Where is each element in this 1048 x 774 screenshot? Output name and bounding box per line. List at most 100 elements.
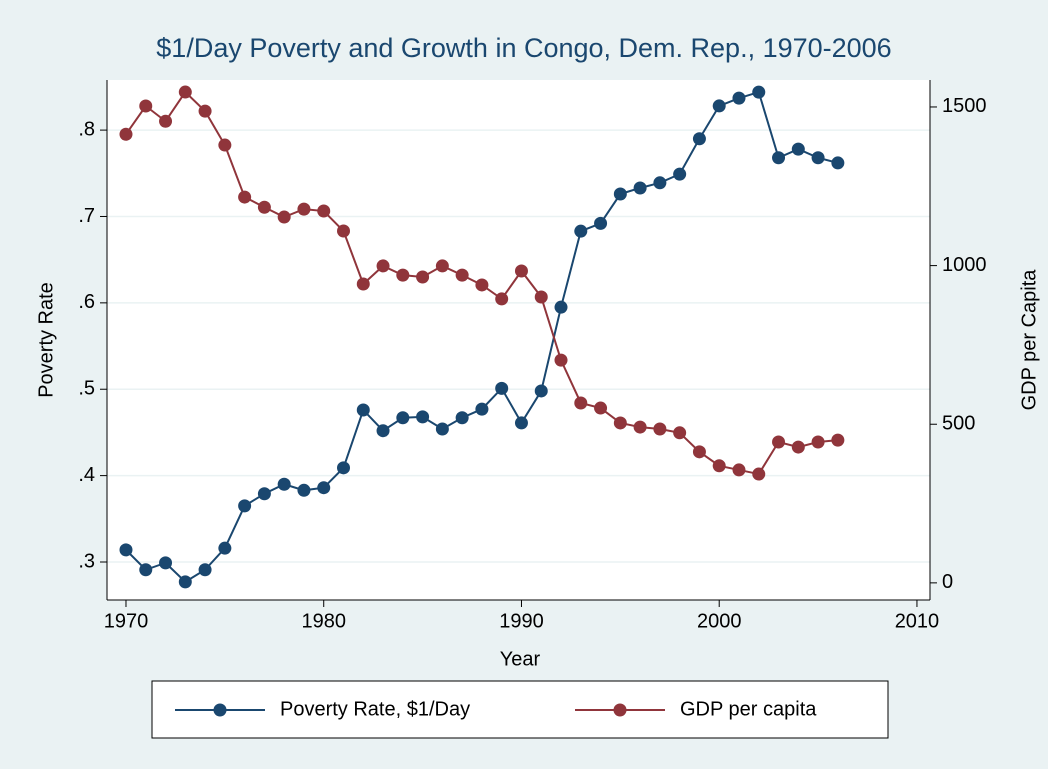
data-point: [791, 142, 805, 156]
data-point: [218, 138, 232, 152]
y-tick-label: .3: [78, 550, 95, 572]
data-point: [673, 167, 687, 181]
y2-tick-label: 0: [942, 571, 953, 593]
plot-area: [107, 80, 930, 600]
data-point: [554, 300, 568, 314]
data-point: [317, 481, 331, 495]
data-point: [119, 543, 133, 557]
data-point: [732, 463, 746, 477]
data-point: [613, 416, 627, 430]
data-point: [178, 575, 192, 589]
data-point: [811, 435, 825, 449]
data-point: [416, 410, 430, 424]
data-point: [574, 396, 588, 410]
data-point: [712, 99, 726, 113]
data-point: [435, 422, 449, 436]
data-point: [396, 268, 410, 282]
data-point: [791, 440, 805, 454]
x-tick-label: 1990: [499, 610, 544, 632]
data-point: [831, 156, 845, 170]
data-point: [277, 210, 291, 224]
data-point: [257, 487, 271, 501]
data-point: [416, 270, 430, 284]
legend-label: Poverty Rate, $1/Day: [280, 698, 470, 720]
data-point: [317, 204, 331, 218]
data-point: [475, 402, 489, 416]
y-tick-label: .8: [78, 118, 95, 140]
data-point: [534, 290, 548, 304]
data-point: [159, 556, 173, 570]
y2-tick-label: 500: [942, 413, 975, 435]
data-point: [356, 277, 370, 291]
data-point: [633, 420, 647, 434]
data-point: [198, 104, 212, 118]
data-point: [159, 114, 173, 128]
data-point: [336, 461, 350, 475]
data-point: [119, 127, 133, 141]
data-point: [594, 216, 608, 230]
data-point: [218, 541, 232, 555]
data-point: [732, 91, 746, 105]
data-point: [297, 483, 311, 497]
data-point: [574, 224, 588, 238]
legend-label: GDP per capita: [680, 698, 817, 720]
data-point: [376, 259, 390, 273]
data-point: [653, 422, 667, 436]
data-point: [139, 99, 153, 113]
data-point: [238, 190, 252, 204]
x-tick-label: 2000: [697, 610, 742, 632]
x-axis-label: Year: [500, 648, 541, 670]
legend-marker: [613, 703, 627, 717]
data-point: [336, 224, 350, 238]
data-point: [178, 85, 192, 99]
data-point: [238, 499, 252, 513]
data-point: [534, 384, 548, 398]
data-point: [653, 176, 667, 190]
data-point: [712, 459, 726, 473]
data-point: [772, 151, 786, 165]
data-point: [772, 435, 786, 449]
data-point: [198, 563, 212, 577]
data-point: [257, 200, 271, 214]
data-point: [495, 381, 509, 395]
x-tick-label: 1970: [104, 610, 149, 632]
y2-axis-label: GDP per Capita: [1018, 269, 1040, 411]
legend-marker: [213, 703, 227, 717]
data-point: [514, 416, 528, 430]
data-point: [692, 132, 706, 146]
x-tick-label: 1980: [301, 610, 346, 632]
data-point: [752, 85, 766, 99]
data-point: [277, 477, 291, 491]
data-point: [752, 467, 766, 481]
data-point: [811, 151, 825, 165]
y2-tick-label: 1000: [942, 254, 987, 276]
y-tick-label: .6: [78, 291, 95, 313]
data-point: [613, 187, 627, 201]
data-point: [396, 411, 410, 425]
data-point: [376, 424, 390, 438]
y-tick-label: .4: [78, 464, 95, 486]
y-tick-label: .5: [78, 378, 95, 400]
data-point: [514, 264, 528, 278]
data-point: [297, 202, 311, 216]
y-axis-label: Poverty Rate: [35, 282, 57, 398]
data-point: [673, 426, 687, 440]
data-point: [139, 563, 153, 577]
data-point: [831, 433, 845, 447]
data-point: [692, 445, 706, 459]
chart-title: $1/Day Poverty and Growth in Congo, Dem.…: [156, 33, 891, 63]
x-tick-label: 2010: [895, 610, 940, 632]
data-point: [455, 268, 469, 282]
data-point: [594, 401, 608, 415]
data-point: [554, 353, 568, 367]
data-point: [495, 292, 509, 306]
y-tick-label: .7: [78, 205, 95, 227]
data-point: [455, 411, 469, 425]
legend: [151, 680, 889, 739]
data-point: [356, 403, 370, 417]
data-point: [435, 259, 449, 273]
y2-tick-label: 1500: [942, 95, 987, 117]
data-point: [633, 181, 647, 195]
data-point: [475, 278, 489, 292]
